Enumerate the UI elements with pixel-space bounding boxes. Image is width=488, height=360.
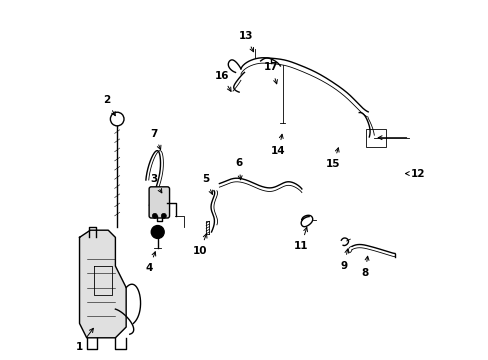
Text: 15: 15 xyxy=(325,159,340,169)
Text: 1: 1 xyxy=(76,342,83,352)
Circle shape xyxy=(152,213,157,219)
Text: 13: 13 xyxy=(238,31,253,41)
Text: 7: 7 xyxy=(150,129,158,139)
Text: 2: 2 xyxy=(103,95,110,105)
Text: 16: 16 xyxy=(214,71,229,81)
Polygon shape xyxy=(80,230,126,338)
Text: 4: 4 xyxy=(145,263,153,273)
Circle shape xyxy=(161,213,166,219)
FancyBboxPatch shape xyxy=(365,129,385,147)
Text: 6: 6 xyxy=(235,158,242,168)
Text: 10: 10 xyxy=(192,246,207,256)
Text: 17: 17 xyxy=(264,62,278,72)
Text: 5: 5 xyxy=(202,174,209,184)
FancyBboxPatch shape xyxy=(149,187,169,218)
Circle shape xyxy=(151,226,164,238)
Text: 8: 8 xyxy=(361,268,368,278)
Text: 14: 14 xyxy=(271,146,285,156)
Text: 3: 3 xyxy=(150,175,157,184)
Text: 11: 11 xyxy=(293,241,307,251)
Text: 12: 12 xyxy=(410,168,425,179)
Text: 9: 9 xyxy=(340,261,347,271)
